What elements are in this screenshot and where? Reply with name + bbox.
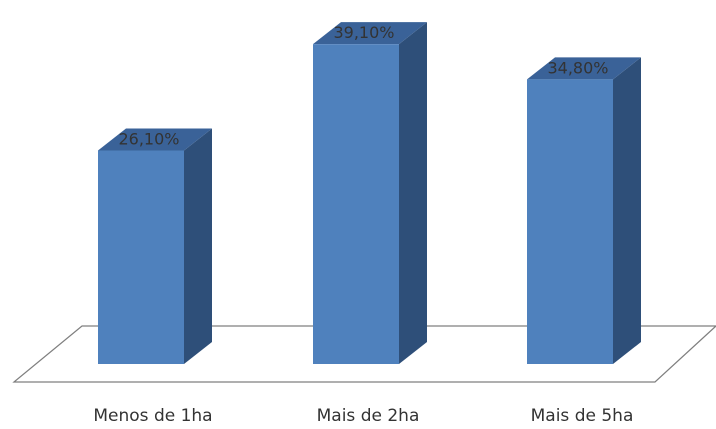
data-label-0: 26,10% (118, 130, 179, 149)
data-label-2: 34,80% (547, 58, 608, 77)
category-label-1: Mais de 2ha (317, 406, 420, 426)
bar-0 (98, 150, 184, 364)
category-label-2: Mais de 5ha (531, 406, 634, 426)
bar-side-0 (184, 128, 212, 364)
bar-top-2 (527, 57, 641, 80)
bar-1 (313, 44, 399, 365)
bars-group (98, 22, 641, 365)
data-label-1: 39,10% (333, 23, 394, 42)
labels-group: 26,10% Menos de 1ha 39,10% Mais de 2ha 34,80… (93, 23, 633, 426)
category-label-0: Menos de 1ha (93, 406, 212, 426)
bar-side-1 (399, 22, 427, 365)
bar-top-1 (313, 22, 427, 45)
bar-side-2 (613, 57, 641, 364)
bar-2 (527, 79, 613, 364)
bar-top-0 (98, 128, 212, 151)
